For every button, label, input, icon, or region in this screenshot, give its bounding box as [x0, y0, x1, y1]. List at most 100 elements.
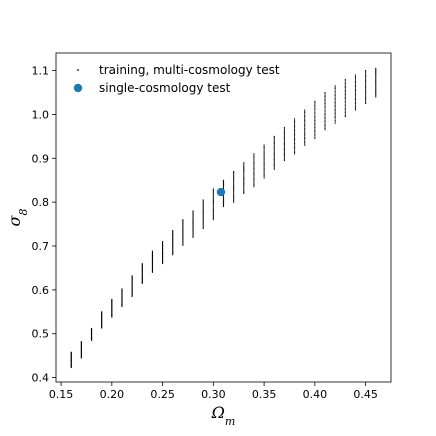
training-point-19-20 — [263, 153, 265, 155]
training-point-12-6 — [192, 230, 194, 232]
training-point-16-15 — [233, 184, 235, 186]
training-point-24-0 — [314, 137, 316, 140]
training-point-19-11 — [263, 164, 265, 166]
training-point-13-10 — [202, 217, 204, 219]
training-point-19-1 — [263, 176, 265, 178]
training-point-25-26 — [324, 93, 326, 95]
training-point-17-23 — [243, 166, 245, 168]
training-point-17-0 — [243, 192, 245, 194]
training-point-24-20 — [314, 110, 316, 112]
training-point-20-3 — [273, 164, 275, 167]
training-point-16-7 — [233, 193, 235, 195]
training-point-12-8 — [192, 228, 194, 231]
training-point-29-11 — [365, 89, 367, 91]
training-point-22-5 — [293, 146, 296, 148]
training-point-11-4 — [182, 240, 184, 242]
training-point-16-23 — [233, 175, 235, 177]
training-point-22-20 — [293, 127, 296, 129]
training-point-21-17 — [283, 139, 286, 141]
training-point-22-2 — [293, 150, 296, 152]
training-point-14-23 — [212, 192, 214, 195]
training-point-11-25 — [182, 220, 184, 223]
training-point-4-27 — [111, 298, 113, 301]
training-point-21-2 — [283, 157, 286, 159]
training-point-19-19 — [263, 154, 265, 156]
training-point-11-16 — [182, 229, 184, 231]
training-point-22-9 — [293, 141, 296, 143]
training-point-22-18 — [293, 129, 296, 132]
training-point-18-3 — [253, 182, 255, 184]
training-point-26-25 — [334, 88, 336, 90]
training-point-11-27 — [182, 219, 184, 221]
training-point-26-24 — [334, 89, 336, 91]
training-point-12-24 — [192, 213, 194, 215]
training-point-10-21 — [172, 235, 174, 237]
training-point-30-17 — [375, 78, 377, 80]
training-point-30-19 — [375, 76, 377, 78]
training-point-29-12 — [365, 88, 367, 90]
training-point-11-23 — [182, 222, 184, 225]
training-point-10-24 — [172, 232, 174, 234]
training-point-20-0 — [273, 168, 275, 170]
training-point-16-25 — [233, 173, 235, 175]
training-point-16-4 — [233, 197, 235, 199]
training-point-12-15 — [192, 222, 194, 224]
training-point-10-13 — [172, 242, 174, 244]
training-point-21-20 — [283, 135, 286, 137]
training-point-17-5 — [243, 187, 245, 189]
training-point-19-12 — [263, 162, 265, 164]
training-point-25-11 — [324, 113, 326, 116]
training-point-28-14 — [354, 91, 357, 93]
training-point-15-8 — [222, 198, 225, 200]
training-point-14-17 — [212, 199, 214, 201]
x-tick-label: 0.20 — [100, 388, 125, 401]
training-point-26-20 — [334, 94, 336, 97]
training-point-12-7 — [192, 229, 194, 232]
training-point-25-0 — [324, 129, 326, 131]
training-point-12-19 — [192, 218, 194, 220]
training-point-28-20 — [354, 83, 357, 85]
training-point-26-15 — [334, 101, 336, 104]
training-point-12-2 — [192, 234, 194, 236]
training-point-11-18 — [182, 227, 184, 229]
training-point-10-17 — [172, 239, 174, 241]
training-point-13-15 — [202, 212, 204, 214]
training-point-23-23 — [304, 114, 306, 116]
training-point-13-25 — [202, 201, 204, 203]
training-point-30-14 — [375, 81, 377, 83]
training-point-12-0 — [192, 236, 194, 238]
training-point-23-25 — [304, 112, 306, 114]
training-point-14-16 — [212, 200, 214, 203]
training-point-27-21 — [344, 87, 346, 89]
x-axis-label: Ωm — [211, 403, 236, 428]
training-point-29-5 — [365, 96, 367, 98]
training-point-10-9 — [172, 246, 174, 248]
training-point-8-27 — [151, 250, 154, 252]
training-point-19-26 — [263, 145, 265, 147]
training-point-26-3 — [334, 118, 336, 120]
training-point-27-5 — [344, 109, 346, 111]
training-point-22-22 — [293, 124, 296, 126]
training-point-14-15 — [212, 202, 214, 204]
training-point-20-2 — [273, 166, 275, 168]
training-point-15-7 — [222, 199, 225, 201]
training-point-24-15 — [314, 117, 316, 119]
training-point-28-8 — [354, 99, 357, 101]
training-point-23-17 — [304, 122, 306, 124]
plot-frame — [55, 52, 392, 383]
training-point-13-20 — [202, 206, 204, 208]
training-point-11-15 — [182, 230, 184, 232]
training-point-12-1 — [192, 235, 194, 237]
training-point-18-22 — [253, 159, 255, 161]
training-point-13-4 — [202, 223, 204, 225]
training-point-16-12 — [233, 187, 235, 190]
training-point-27-18 — [344, 91, 346, 93]
training-point-11-5 — [182, 239, 184, 242]
training-point-30-0 — [375, 96, 377, 98]
training-point-12-18 — [192, 219, 194, 221]
training-point-29-21 — [365, 77, 367, 79]
training-point-18-17 — [253, 165, 255, 167]
training-point-13-3 — [202, 224, 204, 226]
legend-training-marker — [77, 69, 79, 71]
training-point-11-17 — [182, 228, 184, 230]
